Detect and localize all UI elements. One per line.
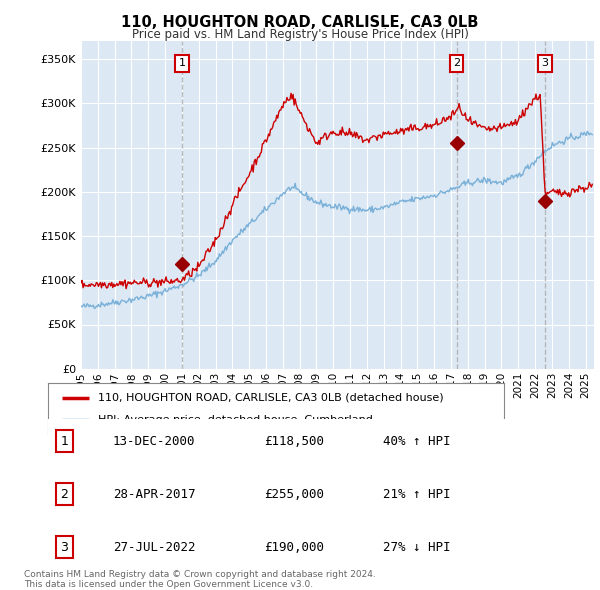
Text: Price paid vs. HM Land Registry's House Price Index (HPI): Price paid vs. HM Land Registry's House … [131,28,469,41]
Text: 3: 3 [541,58,548,68]
Text: £190,000: £190,000 [264,540,324,554]
Text: 40% ↑ HPI: 40% ↑ HPI [383,434,450,448]
Text: 21% ↑ HPI: 21% ↑ HPI [383,487,450,501]
Text: 27-JUL-2022: 27-JUL-2022 [113,540,196,554]
Text: 110, HOUGHTON ROAD, CARLISLE, CA3 0LB: 110, HOUGHTON ROAD, CARLISLE, CA3 0LB [121,15,479,30]
Text: 28-APR-2017: 28-APR-2017 [113,487,196,501]
Text: HPI: Average price, detached house, Cumberland: HPI: Average price, detached house, Cumb… [98,415,373,425]
Text: £118,500: £118,500 [264,434,324,448]
Text: 3: 3 [60,540,68,554]
Text: Contains HM Land Registry data © Crown copyright and database right 2024.: Contains HM Land Registry data © Crown c… [24,570,376,579]
Text: 110, HOUGHTON ROAD, CARLISLE, CA3 0LB (detached house): 110, HOUGHTON ROAD, CARLISLE, CA3 0LB (d… [98,392,444,402]
Text: 1: 1 [60,434,68,448]
Text: 2: 2 [453,58,460,68]
Text: 1: 1 [178,58,185,68]
Text: £255,000: £255,000 [264,487,324,501]
Text: This data is licensed under the Open Government Licence v3.0.: This data is licensed under the Open Gov… [24,580,313,589]
Text: 27% ↓ HPI: 27% ↓ HPI [383,540,450,554]
Text: 13-DEC-2000: 13-DEC-2000 [113,434,196,448]
Text: 2: 2 [60,487,68,501]
